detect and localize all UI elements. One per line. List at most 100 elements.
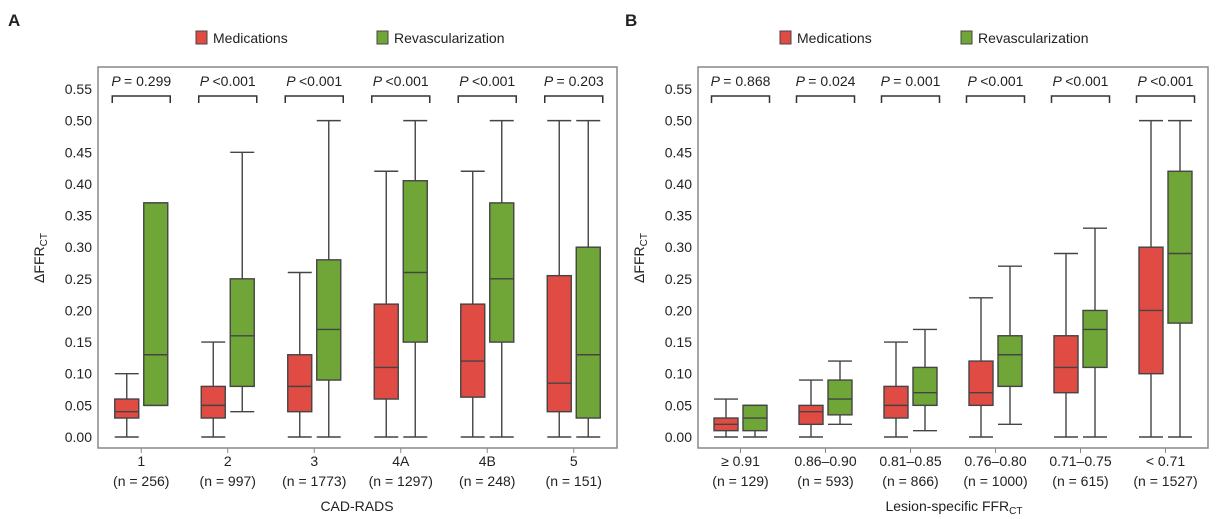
box-medications bbox=[1053, 335, 1079, 394]
p-value-symbol: P bbox=[286, 73, 299, 89]
p-value-symbol: P bbox=[200, 73, 213, 89]
y-tick-label: 0.20 bbox=[65, 302, 92, 318]
y-axis-label-main: ΔFFR bbox=[631, 246, 647, 283]
y-tick-label: 0.05 bbox=[665, 397, 692, 413]
y-tick-label: 0.25 bbox=[65, 271, 92, 287]
p-value-label: P = 0.024 bbox=[796, 73, 856, 89]
x-tick-label: 5 bbox=[570, 453, 578, 469]
y-tick-label: 0.15 bbox=[65, 334, 92, 350]
y-tick-label: 0.25 bbox=[665, 271, 692, 287]
x-tick-label: 1 bbox=[137, 453, 145, 469]
p-value-text: <0.001 bbox=[299, 73, 342, 89]
p-value-symbol: P bbox=[881, 73, 894, 89]
x-tick-label: 0.86–0.90 bbox=[794, 453, 856, 469]
p-value-label: P = 0.299 bbox=[111, 73, 171, 89]
box-medications bbox=[114, 398, 140, 419]
p-value-label: P <0.001 bbox=[286, 73, 342, 89]
p-value-text: <0.001 bbox=[472, 73, 515, 89]
x-tick-label: 0.76–0.80 bbox=[964, 453, 1026, 469]
p-value-text: = 0.868 bbox=[723, 73, 770, 89]
legend-label-medications: Medications bbox=[213, 30, 288, 46]
p-value-symbol: P bbox=[544, 73, 557, 89]
p-value-text: = 0.001 bbox=[893, 73, 940, 89]
box-revascularization bbox=[143, 202, 169, 407]
x-tick-label: 2 bbox=[224, 453, 232, 469]
p-value-label: P <0.001 bbox=[968, 73, 1024, 89]
y-axis-label: ΔFFRCT bbox=[31, 233, 50, 283]
p-value-text: <0.001 bbox=[980, 73, 1023, 89]
box-medications bbox=[287, 354, 313, 413]
significance-bracket bbox=[1135, 95, 1196, 103]
p-value-symbol: P bbox=[459, 73, 472, 89]
x-tick-label: 0.71–0.75 bbox=[1049, 453, 1111, 469]
box-medications bbox=[798, 404, 824, 426]
significance-bracket bbox=[795, 95, 856, 103]
box-revascularization bbox=[575, 246, 601, 419]
y-tick-label: 0.45 bbox=[65, 144, 92, 160]
p-value-label: P <0.001 bbox=[459, 73, 515, 89]
y-tick-label: 0.00 bbox=[665, 429, 692, 445]
x-tick-n-label: (n = 997) bbox=[200, 473, 256, 489]
y-tick-label: 0.15 bbox=[665, 334, 692, 350]
p-value-text: = 0.299 bbox=[124, 73, 171, 89]
box-revascularization bbox=[827, 379, 853, 416]
legend-swatch-medications bbox=[195, 30, 208, 45]
legend-label-revascularization: Revascularization bbox=[394, 30, 505, 46]
x-axis-label-main: Lesion-specific FFR bbox=[885, 498, 1009, 514]
y-tick-label: 0.35 bbox=[665, 208, 692, 224]
y-tick-label: 0.40 bbox=[65, 176, 92, 192]
x-tick-n-label: (n = 866) bbox=[882, 473, 938, 489]
plot-frame bbox=[697, 66, 1209, 449]
p-value-label: P <0.001 bbox=[200, 73, 256, 89]
y-tick-label: 0.30 bbox=[65, 239, 92, 255]
box-medications bbox=[546, 274, 572, 413]
x-tick-n-label: (n = 129) bbox=[712, 473, 768, 489]
box-revascularization bbox=[912, 366, 938, 407]
p-value-symbol: P bbox=[1053, 73, 1066, 89]
significance-bracket bbox=[965, 95, 1026, 103]
legend-swatch-medications bbox=[779, 30, 792, 45]
p-value-text: <0.001 bbox=[386, 73, 429, 89]
panel-letter: A bbox=[8, 11, 20, 30]
significance-bracket bbox=[198, 95, 258, 103]
box-revascularization bbox=[1167, 170, 1193, 324]
x-tick-n-label: (n = 151) bbox=[546, 473, 602, 489]
y-tick-label: 0.55 bbox=[665, 81, 692, 97]
significance-bracket bbox=[111, 95, 171, 103]
y-tick-label: 0.00 bbox=[65, 429, 92, 445]
y-tick-label: 0.55 bbox=[65, 81, 92, 97]
p-value-symbol: P bbox=[711, 73, 724, 89]
p-value-text: <0.001 bbox=[213, 73, 256, 89]
box-medications bbox=[968, 360, 994, 407]
p-value-symbol: P bbox=[111, 73, 124, 89]
significance-bracket bbox=[710, 95, 771, 103]
significance-bracket bbox=[371, 95, 431, 103]
legend-label-medications: Medications bbox=[797, 30, 872, 46]
y-axis-label: ΔFFRCT bbox=[631, 233, 650, 283]
x-axis-label-main: CAD-RADS bbox=[320, 498, 393, 514]
y-axis-label-sub: CT bbox=[39, 233, 50, 246]
legend-swatch-revascularization bbox=[960, 30, 973, 45]
p-value-label: P = 0.203 bbox=[544, 73, 604, 89]
significance-bracket bbox=[284, 95, 344, 103]
box-revascularization bbox=[402, 180, 428, 343]
y-tick-label: 0.20 bbox=[665, 302, 692, 318]
box-revascularization bbox=[316, 259, 342, 381]
significance-bracket bbox=[544, 95, 604, 103]
x-tick-label: < 0.71 bbox=[1146, 453, 1186, 469]
y-tick-label: 0.10 bbox=[65, 366, 92, 382]
box-medications bbox=[883, 385, 909, 419]
p-value-text: = 0.024 bbox=[808, 73, 855, 89]
x-tick-n-label: (n = 593) bbox=[797, 473, 853, 489]
x-tick-n-label: (n = 256) bbox=[113, 473, 169, 489]
x-axis-label-sub: CT bbox=[1009, 506, 1022, 517]
legend-label-revascularization: Revascularization bbox=[978, 30, 1089, 46]
y-tick-label: 0.10 bbox=[665, 366, 692, 382]
significance-bracket bbox=[1050, 95, 1111, 103]
box-revascularization bbox=[1082, 309, 1108, 369]
box-revascularization bbox=[229, 278, 255, 388]
box-medications bbox=[200, 385, 226, 419]
p-value-label: P <0.001 bbox=[1053, 73, 1109, 89]
x-tick-n-label: (n = 1773) bbox=[282, 473, 346, 489]
